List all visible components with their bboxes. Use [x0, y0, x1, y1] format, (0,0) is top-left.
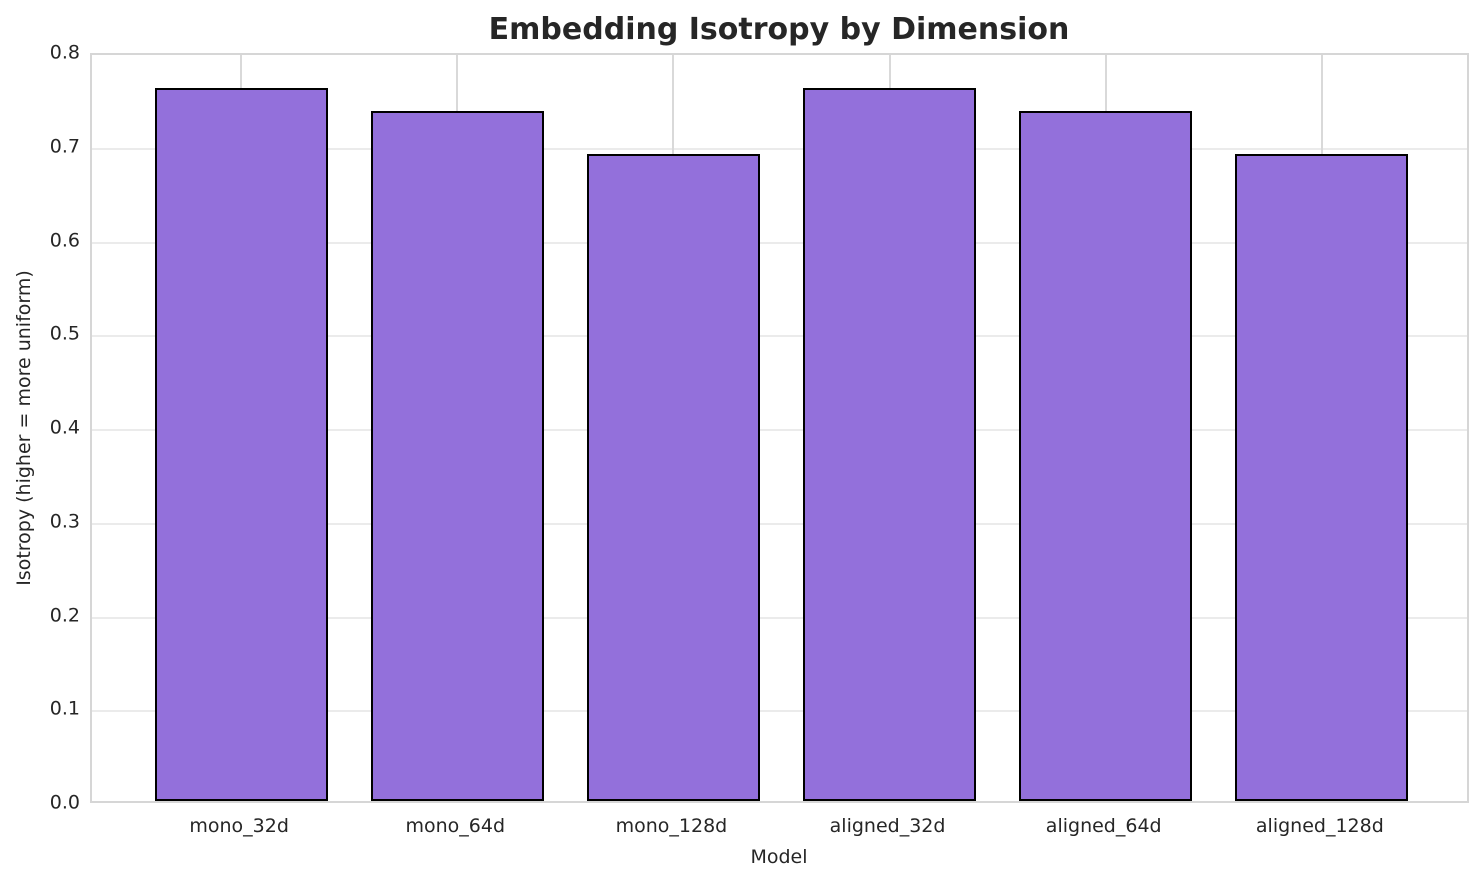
h-gridline: [92, 429, 1467, 431]
x-axis-label: Model: [750, 846, 808, 868]
bar: [154, 87, 328, 801]
bar: [803, 87, 977, 801]
bar: [1019, 111, 1193, 801]
y-tick-label: 0.8: [49, 41, 80, 64]
y-tick-label: 0.7: [49, 135, 80, 158]
h-gridline: [92, 710, 1467, 713]
x-tick-label: aligned_128d: [1255, 815, 1384, 837]
x-tick-label: mono_32d: [189, 815, 289, 837]
y-tick-label: 0.6: [49, 229, 80, 251]
bar: [1235, 154, 1409, 801]
x-tick-label: aligned_32d: [829, 815, 946, 837]
h-gridline: [92, 335, 1467, 338]
h-gridline: [92, 147, 1467, 150]
chart-title: Embedding Isotropy by Dimension: [488, 12, 1070, 47]
y-tick-label: 0.4: [49, 416, 80, 439]
plot-area: [90, 53, 1469, 803]
y-tick-label: 0.1: [49, 697, 80, 720]
bar: [586, 154, 760, 801]
x-tick-label: mono_128d: [615, 815, 728, 837]
x-tick-label: mono_64d: [405, 815, 506, 837]
h-gridline: [92, 522, 1467, 525]
x-tick-label: aligned_64d: [1045, 815, 1162, 837]
bar: [370, 111, 544, 801]
h-gridline: [92, 241, 1467, 244]
h-gridline: [92, 616, 1467, 619]
y-tick-label: 0.3: [49, 510, 80, 533]
y-tick-label: 0.0: [49, 791, 80, 814]
y-tick-label: 0.5: [49, 322, 80, 345]
y-tick-label: 0.2: [49, 604, 80, 626]
